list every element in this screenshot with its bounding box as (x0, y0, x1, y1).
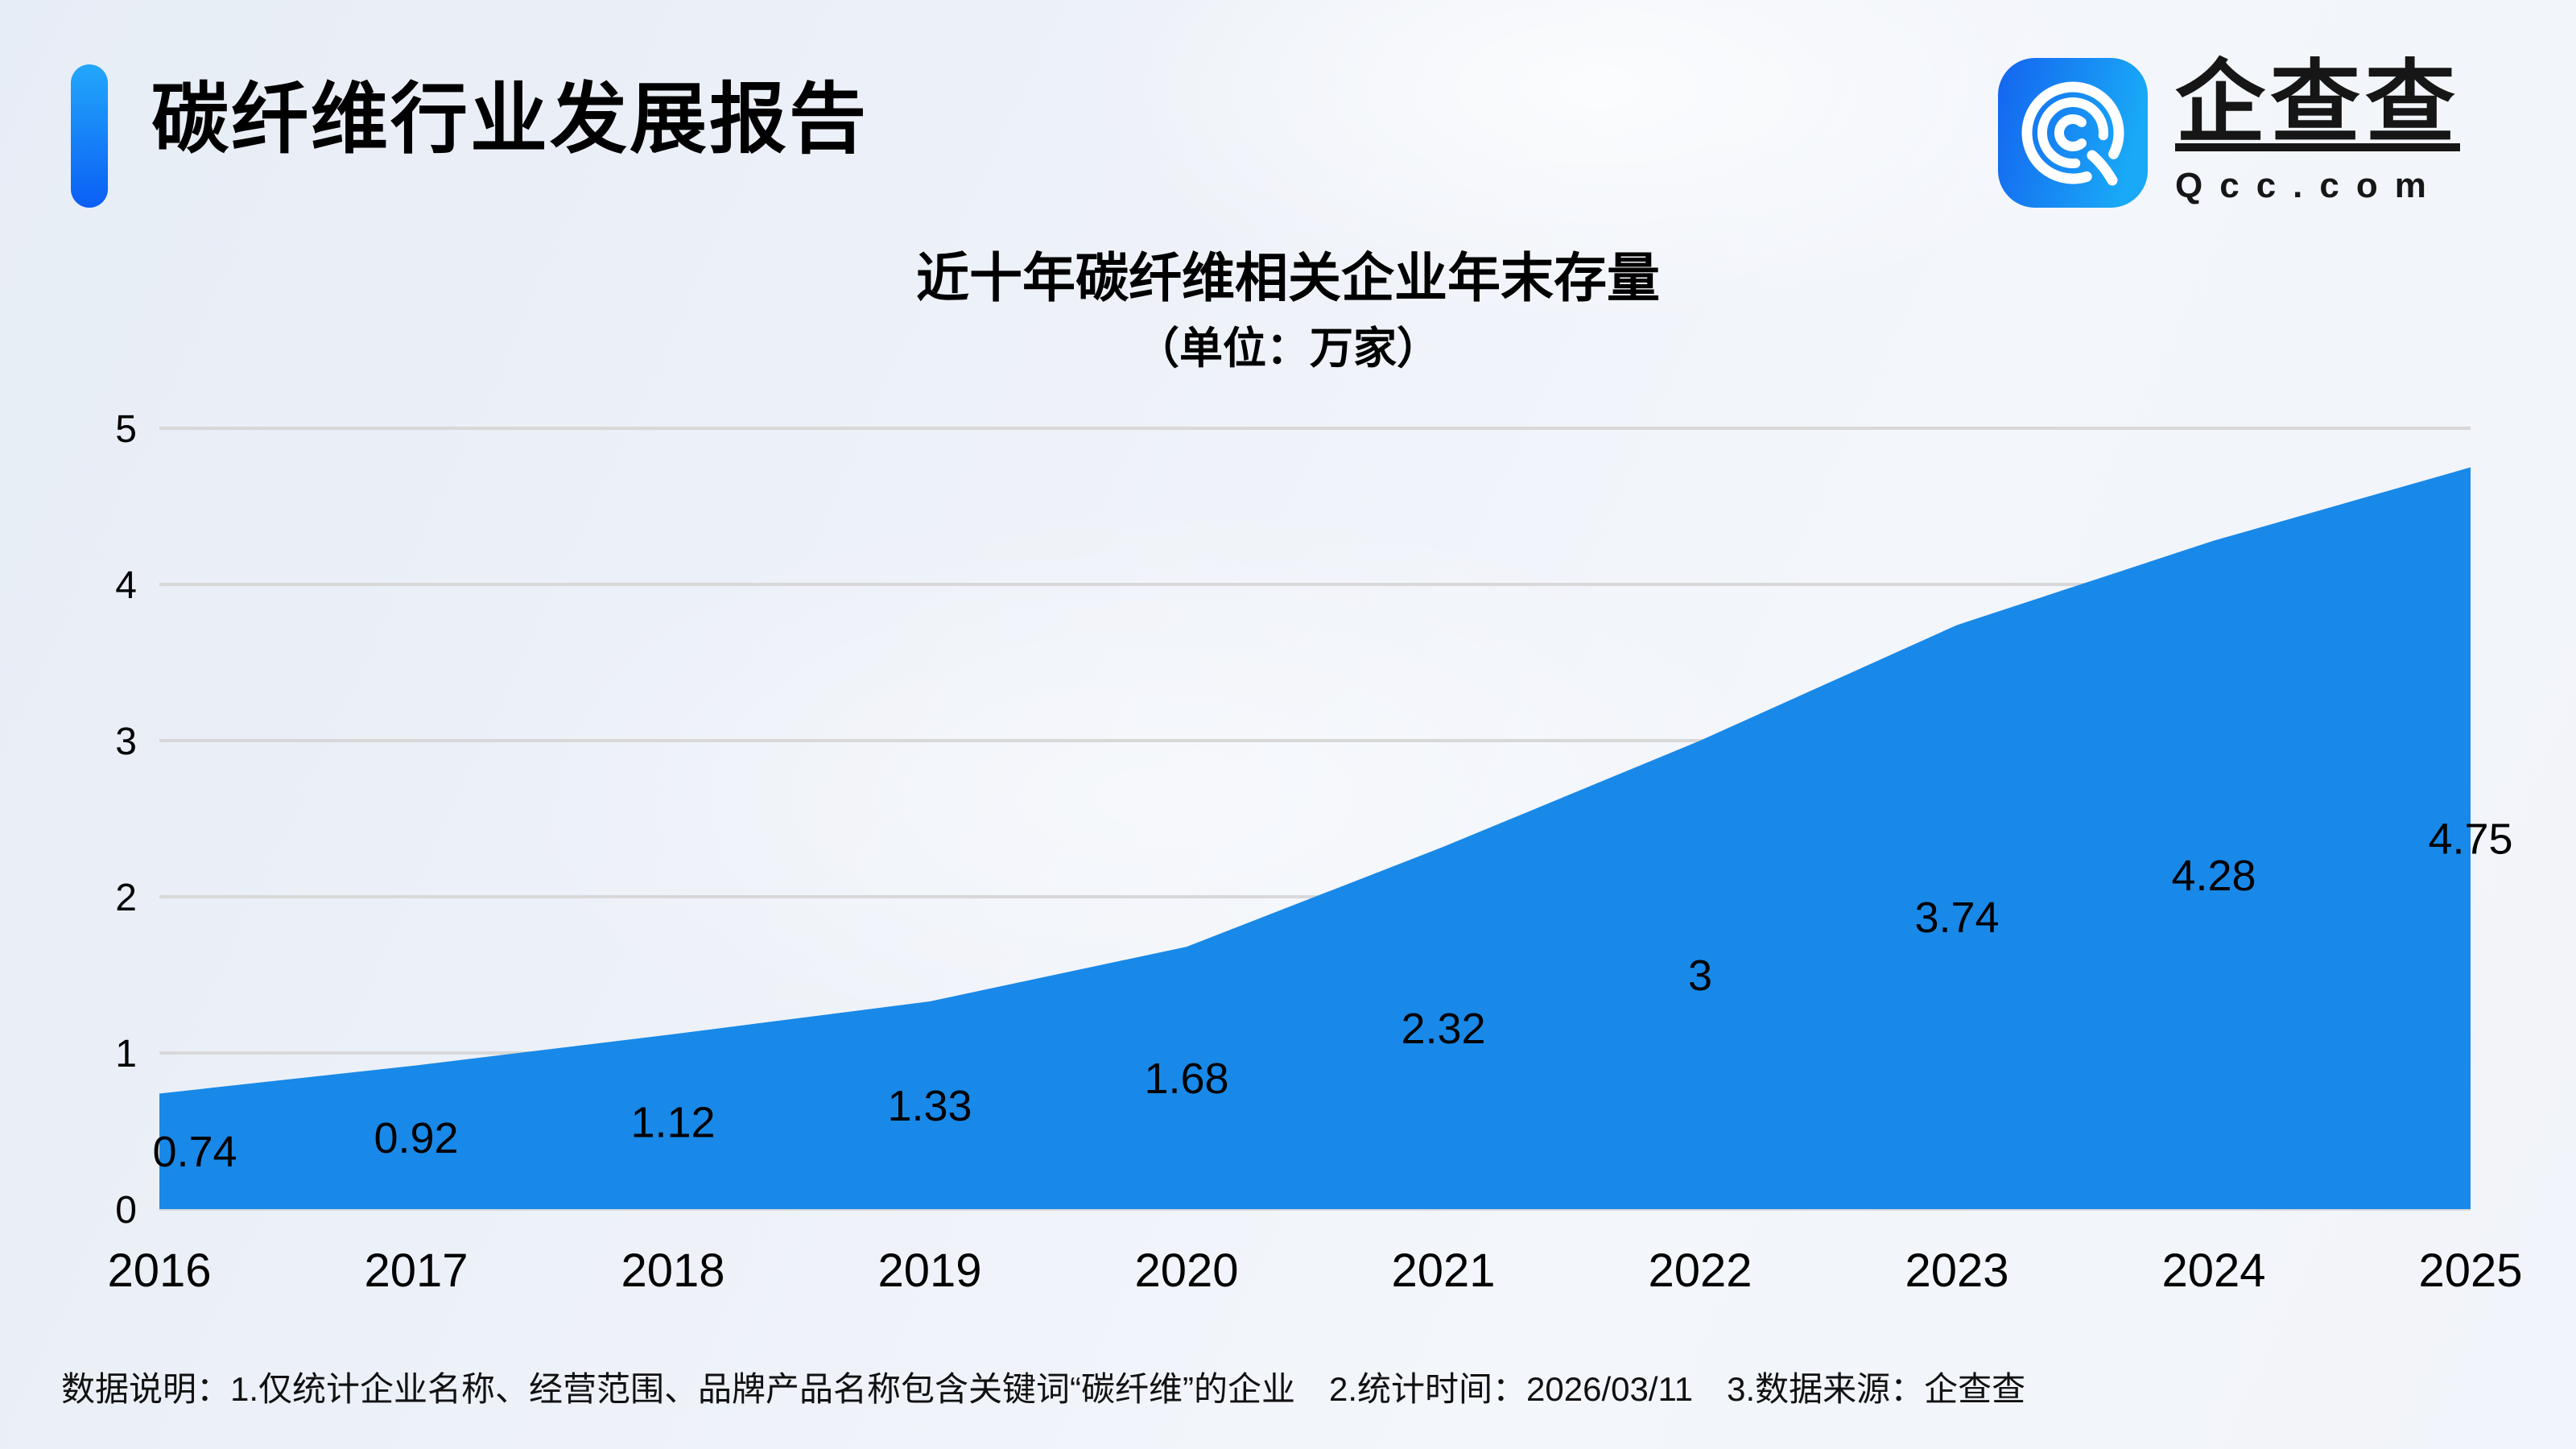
value-label-2021: 2.32 (1401, 1005, 1485, 1053)
value-label-2019: 1.33 (887, 1082, 972, 1130)
x-tick-label-2017: 2017 (364, 1245, 468, 1297)
page-title: 碳纤维行业发展报告 (151, 76, 869, 163)
y-tick-label-1: 1 (115, 1033, 137, 1075)
x-tick-label-2021: 2021 (1391, 1245, 1495, 1297)
value-label-2023: 3.74 (1914, 894, 1999, 942)
title-accent-bar (71, 64, 108, 208)
y-tick-label-0: 0 (115, 1189, 137, 1232)
value-label-2016: 0.74 (152, 1128, 237, 1176)
value-label-2022: 3 (1688, 952, 1712, 1000)
logo-domain: Qcc.com (2175, 166, 2443, 205)
y-tick-label-4: 4 (115, 564, 137, 607)
y-tick-label-2: 2 (115, 877, 137, 919)
logo-wordmark: 企查查 (2175, 52, 2460, 153)
value-label-2025: 4.75 (2428, 815, 2512, 863)
y-tick-label-5: 5 (115, 408, 137, 451)
x-tick-label-2023: 2023 (1905, 1245, 2008, 1297)
chart-title: 近十年碳纤维相关企业年末存量 (916, 248, 1660, 308)
chart-subtitle: （单位：万家） (1136, 324, 1440, 373)
area-series (159, 467, 2471, 1209)
qcc-logo: 企查查 Qcc.com (1998, 58, 2460, 208)
x-tick-label-2019: 2019 (877, 1245, 981, 1297)
footnote: 数据说明：1.仅统计企业名称、经营范围、品牌产品名称包含关键词“碳纤维”的企业 … (61, 1370, 2026, 1408)
value-label-2017: 0.92 (374, 1114, 458, 1162)
value-label-2018: 1.12 (630, 1098, 715, 1146)
x-tick-label-2018: 2018 (621, 1245, 724, 1297)
y-tick-label-3: 3 (115, 720, 137, 763)
x-tick-label-2016: 2016 (107, 1245, 211, 1297)
value-label-2024: 4.28 (2171, 852, 2256, 900)
value-label-2020: 1.68 (1144, 1055, 1228, 1103)
x-tick-label-2024: 2024 (2161, 1245, 2265, 1297)
x-tick-label-2022: 2022 (1648, 1245, 1752, 1297)
x-tick-label-2025: 2025 (2418, 1245, 2522, 1297)
x-tick-label-2020: 2020 (1134, 1245, 1238, 1297)
magnifier-q-icon (1998, 58, 2148, 208)
qcc-logo-icon (1998, 58, 2148, 208)
qcc-logo-text: 企查查 Qcc.com (2175, 58, 2460, 206)
